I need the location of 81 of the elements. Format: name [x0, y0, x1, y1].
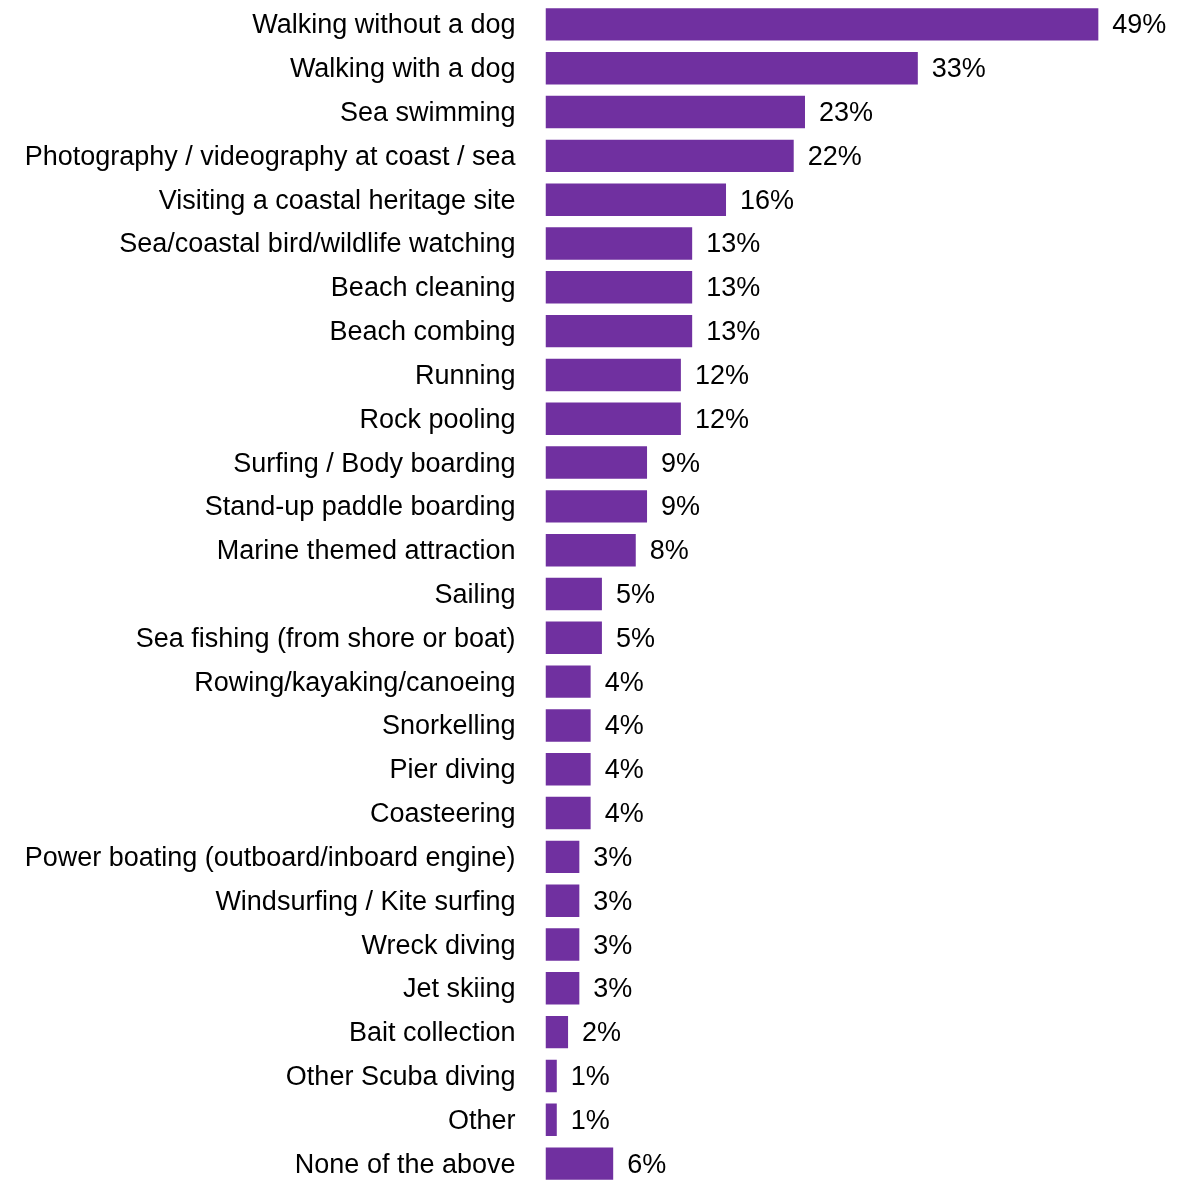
- data-label: 4%: [604, 798, 644, 829]
- bar: [545, 928, 580, 961]
- y-tick-label: Visiting a coastal heritage site: [158, 184, 516, 215]
- data-label: 3%: [593, 973, 633, 1004]
- data-label: 22%: [807, 140, 862, 171]
- data-label: 6%: [627, 1148, 667, 1179]
- y-tick-label: Marine themed attraction: [216, 535, 516, 566]
- bar: [545, 95, 805, 129]
- data-label: 3%: [593, 929, 633, 960]
- data-label: 2%: [582, 1017, 622, 1048]
- bar: [545, 52, 918, 85]
- y-tick-label: Walking with a dog: [289, 53, 516, 84]
- y-tick-label: Sea swimming: [339, 97, 516, 128]
- bar: [545, 1103, 557, 1136]
- bar: [545, 533, 636, 567]
- data-label: 12%: [694, 403, 749, 434]
- y-tick-label: Windsurfing / Kite surfing: [215, 885, 516, 916]
- data-label: 4%: [604, 754, 644, 785]
- data-label: 8%: [649, 535, 689, 566]
- bar: [545, 183, 727, 216]
- y-tick-label: Walking without a dog: [252, 9, 516, 40]
- data-label: 16%: [740, 184, 795, 215]
- bar: [545, 753, 591, 786]
- bar: [545, 271, 693, 304]
- bar: [545, 840, 580, 874]
- bar: [545, 1059, 557, 1093]
- data-label: 3%: [593, 841, 633, 872]
- bar: [545, 796, 591, 830]
- data-label: 9%: [661, 447, 701, 478]
- y-tick-label: Surfing / Body boarding: [233, 447, 516, 478]
- data-label: 4%: [604, 666, 644, 697]
- y-tick-label: Coasteering: [369, 798, 516, 829]
- data-label: 13%: [706, 228, 761, 259]
- bar: [545, 490, 648, 523]
- data-label: 3%: [593, 885, 633, 916]
- data-label: 33%: [931, 53, 986, 84]
- y-tick-label: Sea/coastal bird/wildlife watching: [119, 228, 516, 259]
- y-tick-label: Beach cleaning: [330, 272, 516, 303]
- data-label: 1%: [570, 1104, 610, 1135]
- y-tick-label: Snorkelling: [381, 710, 516, 741]
- bar: [545, 358, 681, 392]
- y-tick-label: Power boating (outboard/inboard engine): [24, 841, 516, 872]
- data-label: 49%: [1112, 9, 1167, 40]
- y-tick-label: Stand-up paddle boarding: [204, 491, 516, 522]
- y-tick-label: Jet skiing: [402, 973, 516, 1004]
- data-label: 1%: [570, 1060, 610, 1091]
- bar: [545, 1015, 569, 1049]
- bar: [545, 446, 648, 479]
- y-tick-label: Other: [447, 1104, 516, 1135]
- bar: [545, 1147, 614, 1180]
- y-tick-label: Beach combing: [329, 316, 516, 347]
- y-tick-label: Rock pooling: [359, 403, 516, 434]
- data-label: 13%: [706, 272, 761, 303]
- data-label: 12%: [694, 359, 749, 390]
- y-tick-label: Wreck diving: [361, 929, 516, 960]
- data-label: 13%: [706, 316, 761, 347]
- data-label: 4%: [604, 710, 644, 741]
- bar: [545, 402, 681, 435]
- bar: [545, 8, 1099, 41]
- y-tick-label: Other Scuba diving: [285, 1060, 516, 1091]
- y-tick-label: Bait collection: [348, 1017, 516, 1048]
- data-label: 5%: [615, 579, 655, 609]
- data-label: 9%: [661, 491, 701, 522]
- bar: [545, 139, 794, 173]
- bar: [545, 314, 693, 348]
- data-label: 5%: [615, 622, 655, 653]
- bar: [545, 577, 602, 611]
- y-tick-label: Photography / videography at coast / sea: [24, 140, 517, 171]
- bar: [545, 972, 580, 1005]
- bar: [545, 665, 591, 698]
- bar: [545, 227, 693, 260]
- y-tick-label: None of the above: [294, 1148, 516, 1179]
- y-tick-label: Pier diving: [389, 754, 516, 785]
- y-tick-label: Rowing/kayaking/canoeing: [194, 666, 516, 697]
- y-tick-label: Sailing: [434, 579, 516, 609]
- y-tick-label: Running: [414, 359, 516, 390]
- bar: [545, 621, 602, 655]
- bar: [545, 884, 580, 917]
- data-label: 23%: [819, 97, 874, 128]
- y-tick-label: Sea fishing (from shore or boat): [135, 622, 516, 653]
- bar: [545, 709, 591, 742]
